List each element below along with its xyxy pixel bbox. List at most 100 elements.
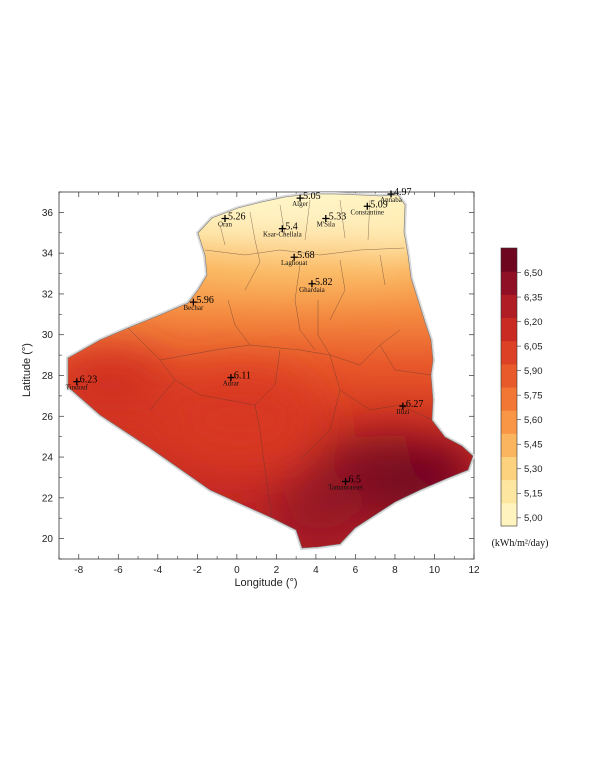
x-tick-label: 4 <box>313 565 319 576</box>
station-name: Annaba <box>380 196 403 204</box>
x-tick-label: -8 <box>74 565 83 576</box>
station-value: 4.97 <box>394 187 412 198</box>
station-cross-icon <box>73 378 81 386</box>
station-cross-icon <box>322 215 330 223</box>
station-name: Bechar <box>183 304 203 312</box>
colorbar: 5,00 5,15 5,30 5,45 5,60 5,75 5,90 6,05 6,20 6,35… <box>492 247 549 549</box>
colorbar-band <box>501 387 517 411</box>
station-cross-icon <box>387 190 395 198</box>
station-value: 5.68 <box>297 250 315 261</box>
colorbar-tick-label: 5,30 <box>524 464 543 475</box>
station-value: 6.5 <box>349 475 362 486</box>
colorbar-band <box>501 456 517 481</box>
colorbar-tick-label: 6,05 <box>524 341 543 352</box>
colorbar-bands <box>501 248 517 527</box>
heat-hotspot-southeast <box>405 445 473 485</box>
colorbar-tick-label: 6,20 <box>524 317 543 328</box>
colorbar-tick-label: 5,90 <box>524 366 543 377</box>
y-tick-label: 24 <box>42 453 54 464</box>
y-tick-label: 20 <box>42 534 54 545</box>
y-tick-label: 22 <box>42 493 54 504</box>
x-tick-label: 10 <box>429 565 441 576</box>
y-tick-label: 34 <box>42 249 54 260</box>
station-value: 6.11 <box>234 371 251 382</box>
colorbar-tick-label: 5,75 <box>524 390 543 401</box>
x-tick-label: 2 <box>274 565 280 576</box>
y-tick-label: 36 <box>42 208 54 219</box>
station-name: Laghouat <box>281 259 307 267</box>
colorbar-ticks: 5,00 5,15 5,30 5,45 5,60 5,75 5,90 6,05 6,20 6,35… <box>517 268 543 524</box>
station-cross-icon <box>363 202 371 210</box>
station-cross-icon <box>189 298 197 306</box>
x-tick-label: 0 <box>234 565 240 576</box>
station-name: Oran <box>218 221 232 229</box>
colorbar-border <box>500 247 518 527</box>
colorbar-tick-label: 5,15 <box>524 489 543 500</box>
x-tick-label: 8 <box>392 565 398 576</box>
station-name: Constantine <box>351 208 384 216</box>
station-value: 5.09 <box>370 199 388 210</box>
y-tick-label: 28 <box>42 371 54 382</box>
station-name: Illizi <box>396 408 409 416</box>
station-value: 6.23 <box>80 375 98 386</box>
station-cross-icon <box>221 215 229 223</box>
x-tick-label: -2 <box>193 565 202 576</box>
station-name: Tindouf <box>66 384 89 392</box>
station-cross-icon <box>227 374 235 382</box>
colorbar-band <box>501 502 517 527</box>
station-marker: 5.33M'Sila <box>317 212 347 229</box>
station-cross-icon <box>399 402 407 410</box>
country-border <box>67 193 474 549</box>
heat-center <box>160 370 320 470</box>
station-cross-icon <box>296 194 304 202</box>
colorbar-band <box>501 248 517 272</box>
x-tick-label: -6 <box>114 565 123 576</box>
heat-south-mid <box>270 475 370 545</box>
province-borders <box>127 199 433 519</box>
station-value: 5.82 <box>315 277 333 288</box>
station-name: Tamanrasset <box>328 484 363 492</box>
colorbar-band <box>501 294 517 318</box>
y-tick-label: 32 <box>42 289 54 300</box>
colorbar-tick-label: 6,50 <box>524 268 543 279</box>
station-name: Adrar <box>223 380 240 388</box>
colorbar-band <box>501 433 517 457</box>
station-cross-icon <box>342 478 350 486</box>
colorbar-unit: (kWh/m²/day) <box>492 538 549 549</box>
station-name: Ksar-Chellala <box>263 231 303 239</box>
colorbar-band <box>501 363 517 388</box>
station-cross-icon <box>308 280 316 288</box>
station-value: 5.4 <box>285 222 298 233</box>
colorbar-band <box>501 479 517 504</box>
station-value: 6.27 <box>406 399 424 410</box>
station-value: 5.05 <box>303 191 321 202</box>
y-axis-title: Latitude (°) <box>21 343 33 397</box>
station-name: Alger <box>292 200 309 208</box>
x-tick-label: 12 <box>468 565 480 576</box>
x-tick-label: 6 <box>353 565 359 576</box>
station-name: Ghardaia <box>299 286 326 294</box>
station-cross-icon <box>278 225 286 233</box>
x-axis-title: Longitude (°) <box>234 577 297 589</box>
colorbar-band <box>501 340 517 365</box>
station-value: 5.33 <box>329 212 347 223</box>
colorbar-tick-label: 5,00 <box>524 513 543 524</box>
station-cross-icon <box>290 253 298 261</box>
station-name: M'Sila <box>317 221 336 229</box>
y-tick-label: 26 <box>42 412 54 423</box>
colorbar-band <box>501 271 517 295</box>
station-value: 5.26 <box>228 212 246 223</box>
station-value: 5.96 <box>196 295 214 306</box>
